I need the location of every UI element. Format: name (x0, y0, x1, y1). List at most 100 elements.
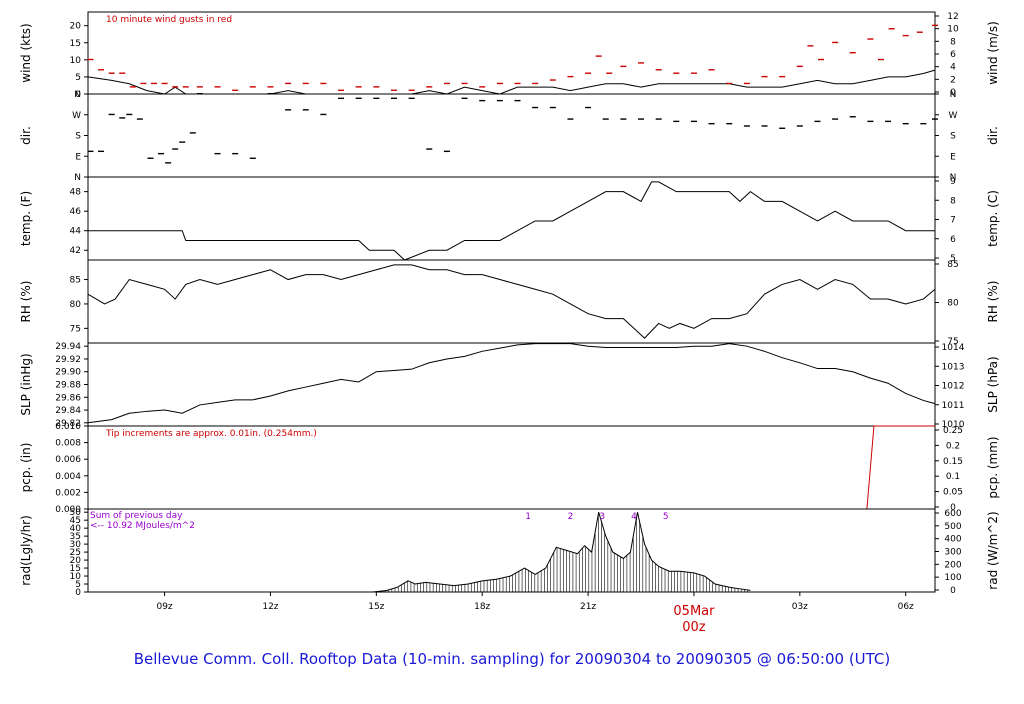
panel-2-point-direction (302, 109, 309, 111)
panel-7-ytick-label: 50 (70, 508, 82, 518)
panel-1-point-gust (232, 89, 239, 91)
panel-2-point-direction (585, 106, 592, 109)
panel-1-ytick-right-label: 8 (950, 37, 956, 47)
panel-1-point-gust (98, 69, 105, 71)
panel-6-ytick-label: 0.008 (55, 439, 81, 449)
panel-5-ytick-label: 29.88 (55, 381, 81, 391)
panel-1-point-gust (779, 75, 786, 78)
panel-1-point-gust (426, 86, 433, 88)
panel-1-point-gust (867, 38, 874, 40)
panel-6-ytick-right-label: 0.05 (943, 488, 963, 498)
panel-2-ylabel: dir. (19, 126, 33, 145)
panel-2-point-direction (549, 106, 556, 109)
panel-7-ytick-label: 30 (70, 540, 82, 550)
panel-1-point-gust (461, 82, 468, 85)
panel-1-point-gust (338, 89, 345, 91)
panel-7-peak-label: 5 (663, 512, 669, 522)
panel-2-point-direction (108, 113, 115, 116)
panel-2-point-direction (267, 93, 274, 95)
panel-1-point-gust (108, 72, 115, 74)
panel-2-point-direction (726, 122, 733, 125)
panel-2-point-direction (638, 118, 645, 120)
panel-1-point-gust (87, 58, 94, 61)
panel-3-ytick-label: 48 (70, 188, 82, 198)
panel-1-point-gust (140, 82, 147, 85)
panel-6-ytick-right-label: 0 (950, 503, 956, 513)
panel-1-point-gust (355, 86, 362, 88)
x-tick-label: 06z (898, 602, 914, 612)
panel-2-point-direction (136, 118, 143, 120)
panel-6-ylabel-right: pcp. (mm) (986, 436, 1000, 498)
panel-7-ytick-right-label: 200 (944, 560, 961, 570)
panel-2-ytick-right-label: N (950, 173, 957, 183)
panel-1-point-gust (807, 45, 814, 47)
panel-1-point-gust (549, 79, 556, 81)
panel-7-ytick-label: 5 (75, 580, 81, 590)
panel-1-point-gust (119, 72, 126, 74)
panel-1-point-gust (595, 55, 602, 57)
panel-7-peak-label: 4 (631, 512, 637, 522)
panel-7-series-line (372, 512, 751, 593)
panel-2-point-direction (708, 122, 715, 125)
panel-2-ytick-label: N (74, 173, 81, 183)
panel-2-point-direction (673, 120, 680, 123)
panel-7-ytick-right-label: 500 (944, 522, 961, 532)
panel-3-ytick-label: 44 (70, 227, 82, 237)
panel-2-frame (87, 93, 936, 178)
panel-1-point-gust (849, 52, 856, 54)
panel-1-series-wind (87, 69, 936, 95)
panel-5-ytick-right-label: 1011 (942, 401, 965, 411)
panel-2-point-direction (514, 99, 521, 102)
panel-2-point-direction (602, 118, 609, 120)
panel-3-ylabel-right: temp. (C) (986, 190, 1000, 247)
panel-2-ytick-right-label: S (950, 132, 956, 142)
panel-7-peak-label: 1 (525, 512, 531, 522)
panel-1-point-gust (878, 58, 885, 61)
panel-2-point-direction (179, 141, 186, 143)
panel-1-point-gust (302, 82, 309, 85)
panel-6-ytick-label: 0.000 (55, 505, 81, 515)
panel-1-point-gust (214, 86, 221, 88)
x-tick-label: 21z (580, 602, 596, 612)
panel-1-point-gust (832, 41, 839, 44)
panel-1-ytick-label: 5 (75, 73, 81, 83)
panel-2-point-direction (196, 93, 203, 95)
panel-5-ytick-right-label: 1010 (942, 420, 965, 430)
panel-1-point-gust (150, 82, 157, 85)
panel-1-point-gust (390, 89, 397, 91)
panel-1-point-gust (761, 75, 768, 78)
panel-3-ytick-label: 46 (70, 207, 82, 217)
x-tick-label: 15z (368, 602, 384, 612)
panel-4-ytick-right-label: 85 (947, 260, 958, 270)
panel-1-ytick-right-label: 12 (947, 12, 958, 22)
panel-5-ytick-label: 29.82 (55, 419, 81, 429)
panel-5-ytick-right-label: 1012 (942, 382, 965, 392)
panel-5-ytick-label: 29.86 (55, 393, 81, 403)
panel-1-point-gust (796, 65, 803, 68)
panel-1-ytick-right-label: 6 (950, 50, 956, 60)
panel-6-ylabel: pcp. (in) (19, 443, 33, 493)
panel-1-point-gust (172, 86, 179, 88)
panel-2-ytick-right-label: W (949, 111, 958, 121)
panel-7-ytick-label: 35 (70, 532, 81, 542)
panel-1-point-gust (496, 82, 503, 85)
panel-1-point-gust (708, 69, 715, 71)
panel-5-frame (87, 342, 936, 427)
panel-1-ytick-label: 20 (70, 22, 82, 32)
panel-2-point-direction (320, 113, 327, 116)
panel-3-series-temperature (88, 181, 935, 261)
x-tick-label: 12z (262, 602, 278, 612)
panel-2-point-direction (147, 157, 154, 159)
panel-2-ytick-label: N (74, 90, 81, 100)
panel-7-ytick-label: 0 (75, 588, 81, 598)
panel-4-ytick-label: 75 (70, 324, 81, 334)
panel-1-ytick-label: 10 (70, 56, 82, 66)
panel-7-annotation-line: <-- 10.92 MJoules/m^2 (90, 521, 195, 531)
panel-6-ytick-label: 0.002 (55, 488, 81, 498)
panel-1-point-gust (373, 86, 380, 88)
panel-7-ytick-label: 25 (70, 548, 81, 558)
panel-2-point-direction (690, 120, 697, 123)
panel-5-series-sea-level-pressure (87, 343, 936, 424)
